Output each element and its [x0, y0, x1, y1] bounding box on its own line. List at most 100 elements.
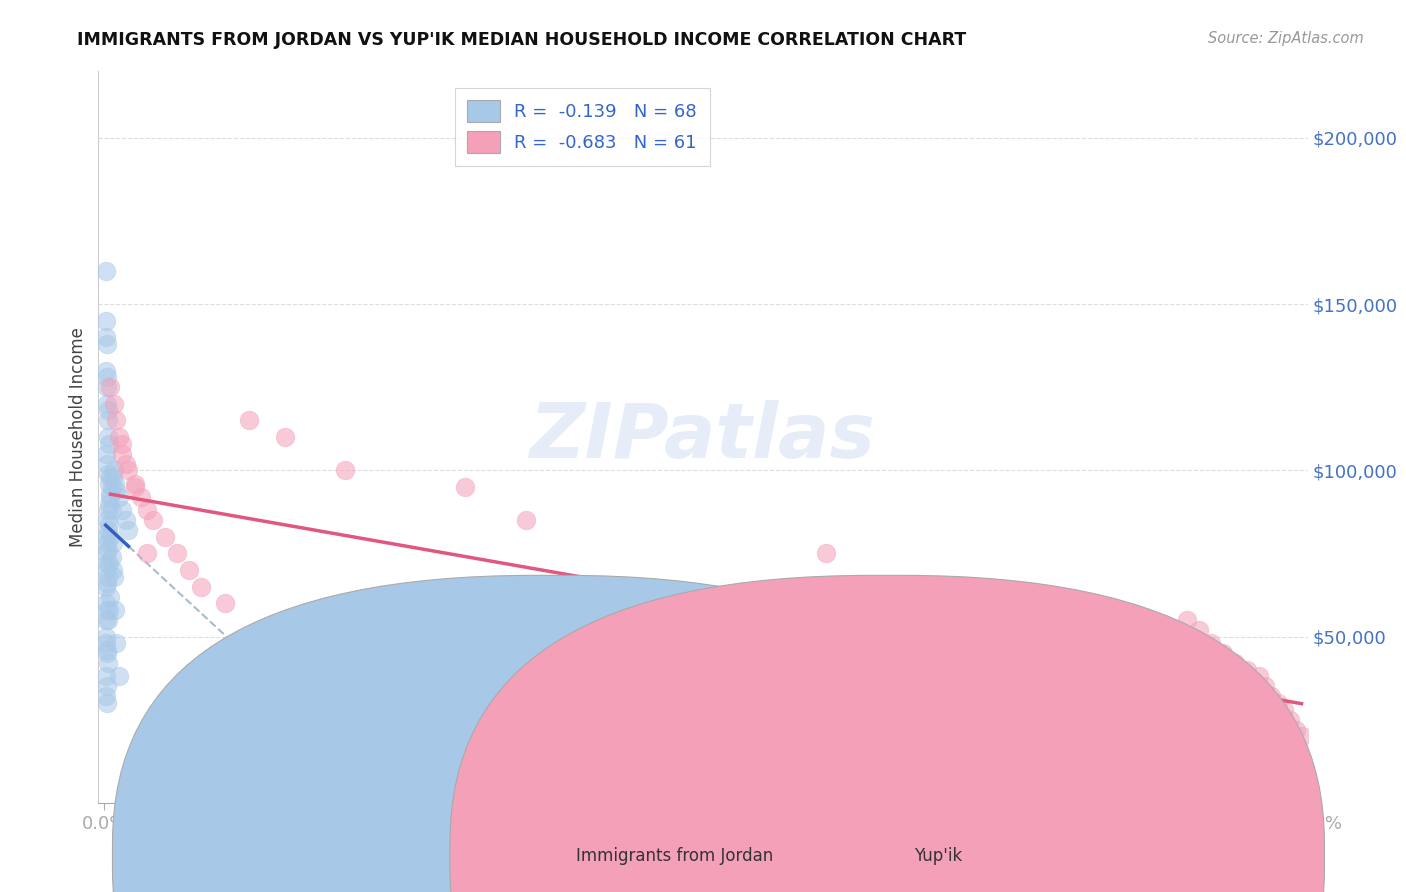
Point [94, 330, 117, 344]
Point [129, 490, 152, 504]
Point [97, 413, 120, 427]
Point [97, 403, 120, 417]
Point [1056, 613, 1078, 627]
Point [105, 636, 128, 650]
Point [142, 513, 165, 527]
Text: Source: ZipAtlas.com: Source: ZipAtlas.com [1208, 31, 1364, 46]
Point [103, 463, 125, 477]
Point [101, 536, 124, 550]
Point [1225, 656, 1247, 670]
Point [94, 264, 117, 278]
Point [1284, 723, 1306, 737]
Y-axis label: Median Household Income: Median Household Income [69, 327, 87, 547]
Point [214, 596, 236, 610]
Point [100, 590, 122, 604]
Point [104, 603, 127, 617]
Point [124, 476, 146, 491]
Text: Yup'ik: Yup'ik [914, 847, 962, 865]
Point [190, 580, 212, 594]
Point [1104, 646, 1126, 660]
Point [97, 430, 120, 444]
Point [98, 603, 121, 617]
Point [1260, 690, 1282, 704]
Point [98, 557, 121, 571]
Point [1272, 703, 1295, 717]
Point [94, 636, 117, 650]
Point [124, 480, 146, 494]
Point [94, 363, 117, 377]
Point [1152, 680, 1174, 694]
Point [96, 643, 118, 657]
Point [97, 656, 120, 670]
Point [515, 513, 537, 527]
Point [100, 380, 122, 394]
Point [94, 690, 117, 704]
Point [97, 543, 120, 558]
Point [111, 503, 134, 517]
Point [718, 673, 741, 687]
Point [98, 516, 121, 531]
Point [755, 680, 778, 694]
Point [1080, 630, 1102, 644]
Point [1212, 646, 1234, 660]
Point [177, 563, 200, 577]
Point [103, 570, 125, 584]
Point [1175, 613, 1198, 627]
Point [96, 397, 118, 411]
Point [96, 370, 118, 384]
Point [94, 669, 117, 683]
Point [94, 530, 117, 544]
Point [100, 549, 122, 564]
Point [96, 603, 118, 617]
Point [454, 480, 477, 494]
Point [935, 580, 957, 594]
Point [550, 656, 572, 670]
Point [96, 536, 118, 550]
Point [1201, 636, 1223, 650]
Point [96, 680, 118, 694]
Point [96, 380, 118, 394]
Point [94, 447, 117, 461]
Point [1249, 669, 1271, 683]
Point [103, 397, 125, 411]
Point [105, 413, 128, 427]
Point [1188, 623, 1211, 637]
Point [97, 613, 120, 627]
Text: IMMIGRANTS FROM JORDAN VS YUP'IK MEDIAN HOUSEHOLD INCOME CORRELATION CHART: IMMIGRANTS FROM JORDAN VS YUP'IK MEDIAN … [77, 31, 966, 49]
Point [875, 580, 897, 594]
Point [695, 613, 717, 627]
Point [815, 546, 838, 560]
Point [101, 563, 124, 577]
Point [94, 613, 117, 627]
Point [1267, 696, 1289, 710]
Point [1254, 680, 1277, 694]
Point [97, 523, 120, 537]
Point [96, 646, 118, 660]
Point [111, 447, 134, 461]
Point [98, 497, 121, 511]
Point [98, 436, 121, 450]
Point [166, 546, 188, 560]
Text: ZIPatlas: ZIPatlas [530, 401, 876, 474]
Point [94, 580, 117, 594]
Point [100, 480, 122, 494]
Point [108, 430, 131, 444]
Point [96, 576, 118, 591]
Point [153, 530, 176, 544]
Point [394, 646, 416, 660]
Point [100, 486, 122, 500]
Point [959, 696, 981, 710]
Point [309, 613, 332, 627]
Point [100, 503, 122, 517]
Point [97, 467, 120, 481]
Point [115, 513, 138, 527]
Point [94, 563, 117, 577]
Point [1291, 729, 1313, 743]
Point [995, 613, 1018, 627]
Point [96, 696, 118, 710]
Point [111, 436, 134, 450]
Point [96, 337, 118, 351]
Point [94, 314, 117, 328]
Point [100, 530, 122, 544]
Point [117, 463, 139, 477]
